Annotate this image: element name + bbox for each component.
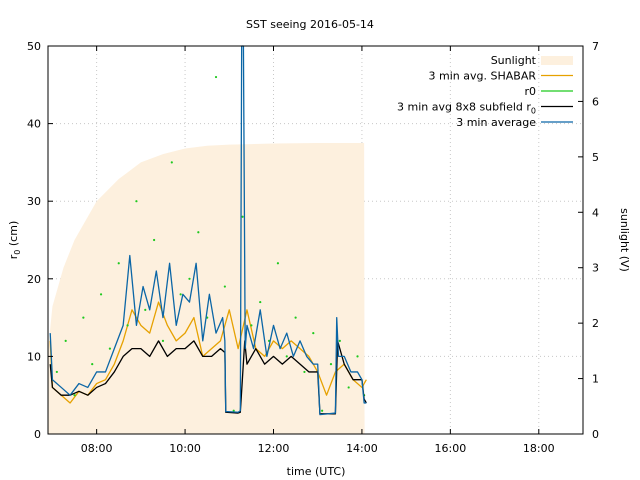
- legend-label-text: 3 min avg. SHABAR: [429, 70, 537, 83]
- y2-tick-label: 2: [592, 317, 599, 330]
- r0-point: [108, 347, 112, 350]
- grid-lines: [48, 46, 583, 434]
- r0-point: [170, 161, 173, 164]
- shabar-series-line: [49, 301, 367, 404]
- r0-point: [329, 363, 333, 366]
- r0-point: [117, 262, 120, 265]
- r0-point: [64, 339, 67, 342]
- x-tick-label: 10:00: [169, 442, 201, 455]
- r0-point: [338, 339, 341, 342]
- r0-point: [356, 355, 359, 358]
- y-tick-label: 30: [27, 195, 41, 208]
- legend-label-text: r0: [524, 85, 536, 98]
- legend-label-text: 3 min average: [456, 116, 536, 129]
- y2-tick-label: 3: [592, 262, 599, 275]
- r0-point: [294, 316, 297, 319]
- y-axis-label-unit: (cm): [7, 221, 20, 250]
- legend-swatch-sun: [541, 56, 573, 65]
- r0-point: [241, 215, 244, 218]
- y-tick-label: 10: [27, 350, 41, 363]
- r0-point: [126, 324, 129, 327]
- r0-point: [312, 332, 315, 335]
- series-layer: [48, 45, 367, 434]
- r0-point: [91, 363, 94, 366]
- y2-tick-label: 1: [592, 373, 599, 386]
- r0-point: [259, 300, 262, 304]
- r0-point: [99, 293, 103, 296]
- sunlight-area: [48, 143, 365, 434]
- y2-axis-label: sunlight (V): [618, 208, 631, 272]
- r0-point: [303, 370, 306, 374]
- axis-ticks: 08:00 10:00 12:00 14:00 16:00 18:000102030405…: [27, 40, 599, 455]
- x-tick-label: 14:00: [346, 442, 378, 455]
- y-axis-label: r0 (cm): [7, 221, 22, 259]
- y2-tick-label: 5: [592, 151, 599, 164]
- r0-point: [82, 316, 85, 319]
- chart-title: SST seeing 2016-05-14: [246, 18, 374, 31]
- x-tick-label: 12:00: [258, 442, 290, 455]
- r0-point: [214, 75, 218, 79]
- r0-point: [55, 370, 58, 374]
- r0-point: [135, 200, 138, 203]
- r0-point: [250, 324, 253, 327]
- x-tick-label: 16:00: [435, 442, 467, 455]
- r0-point: [153, 238, 156, 242]
- r0-point: [188, 277, 191, 280]
- x-tick-label: 18:00: [523, 442, 555, 455]
- r0-point: [197, 231, 200, 234]
- r0-point: [223, 285, 226, 288]
- y2-tick-label: 0: [592, 428, 599, 441]
- legend-label-r0: r0: [524, 85, 536, 98]
- y2-tick-label: 7: [592, 40, 599, 53]
- avg-series-line: [49, 45, 367, 416]
- y2-tick-label: 4: [592, 206, 599, 219]
- legend-label-avg: 3 min average: [456, 116, 536, 129]
- r0-point: [73, 394, 76, 397]
- legend-label-shabar: 3 min avg. SHABAR: [429, 70, 537, 83]
- y-tick-label: 20: [27, 273, 41, 286]
- r0-point: [347, 386, 350, 389]
- y2-tick-label: 6: [592, 95, 599, 108]
- y-tick-label: 50: [27, 40, 41, 53]
- legend-label-text: Sunlight: [491, 54, 537, 67]
- legend: Sunlight 3 min avg. SHABAR r0 3 min avg 8x8…: [397, 54, 573, 129]
- r0-point: [232, 409, 235, 412]
- y-axis-label-main: r: [7, 254, 20, 259]
- r0-point: [321, 409, 324, 412]
- legend-label-text: 3 min avg 8x8 subfield r: [397, 101, 531, 114]
- legend-label-subscript: 0: [531, 107, 536, 116]
- plot-frame: [47, 45, 584, 435]
- legend-label-sun: Sunlight: [491, 54, 537, 67]
- r0-point: [276, 262, 280, 265]
- r0-point: [285, 355, 288, 358]
- x-tick-label: 08:00: [81, 442, 113, 455]
- r0-point: [179, 293, 182, 296]
- r0-point: [144, 308, 147, 311]
- x-axis-label: time (UTC): [287, 465, 346, 478]
- r0-point: [161, 339, 165, 342]
- y-axis-label-subscript: 0: [13, 250, 22, 255]
- y-tick-label: 40: [27, 118, 41, 131]
- legend-label-sub: 3 min avg 8x8 subfield r0: [397, 101, 536, 116]
- y-tick-label: 0: [34, 428, 41, 441]
